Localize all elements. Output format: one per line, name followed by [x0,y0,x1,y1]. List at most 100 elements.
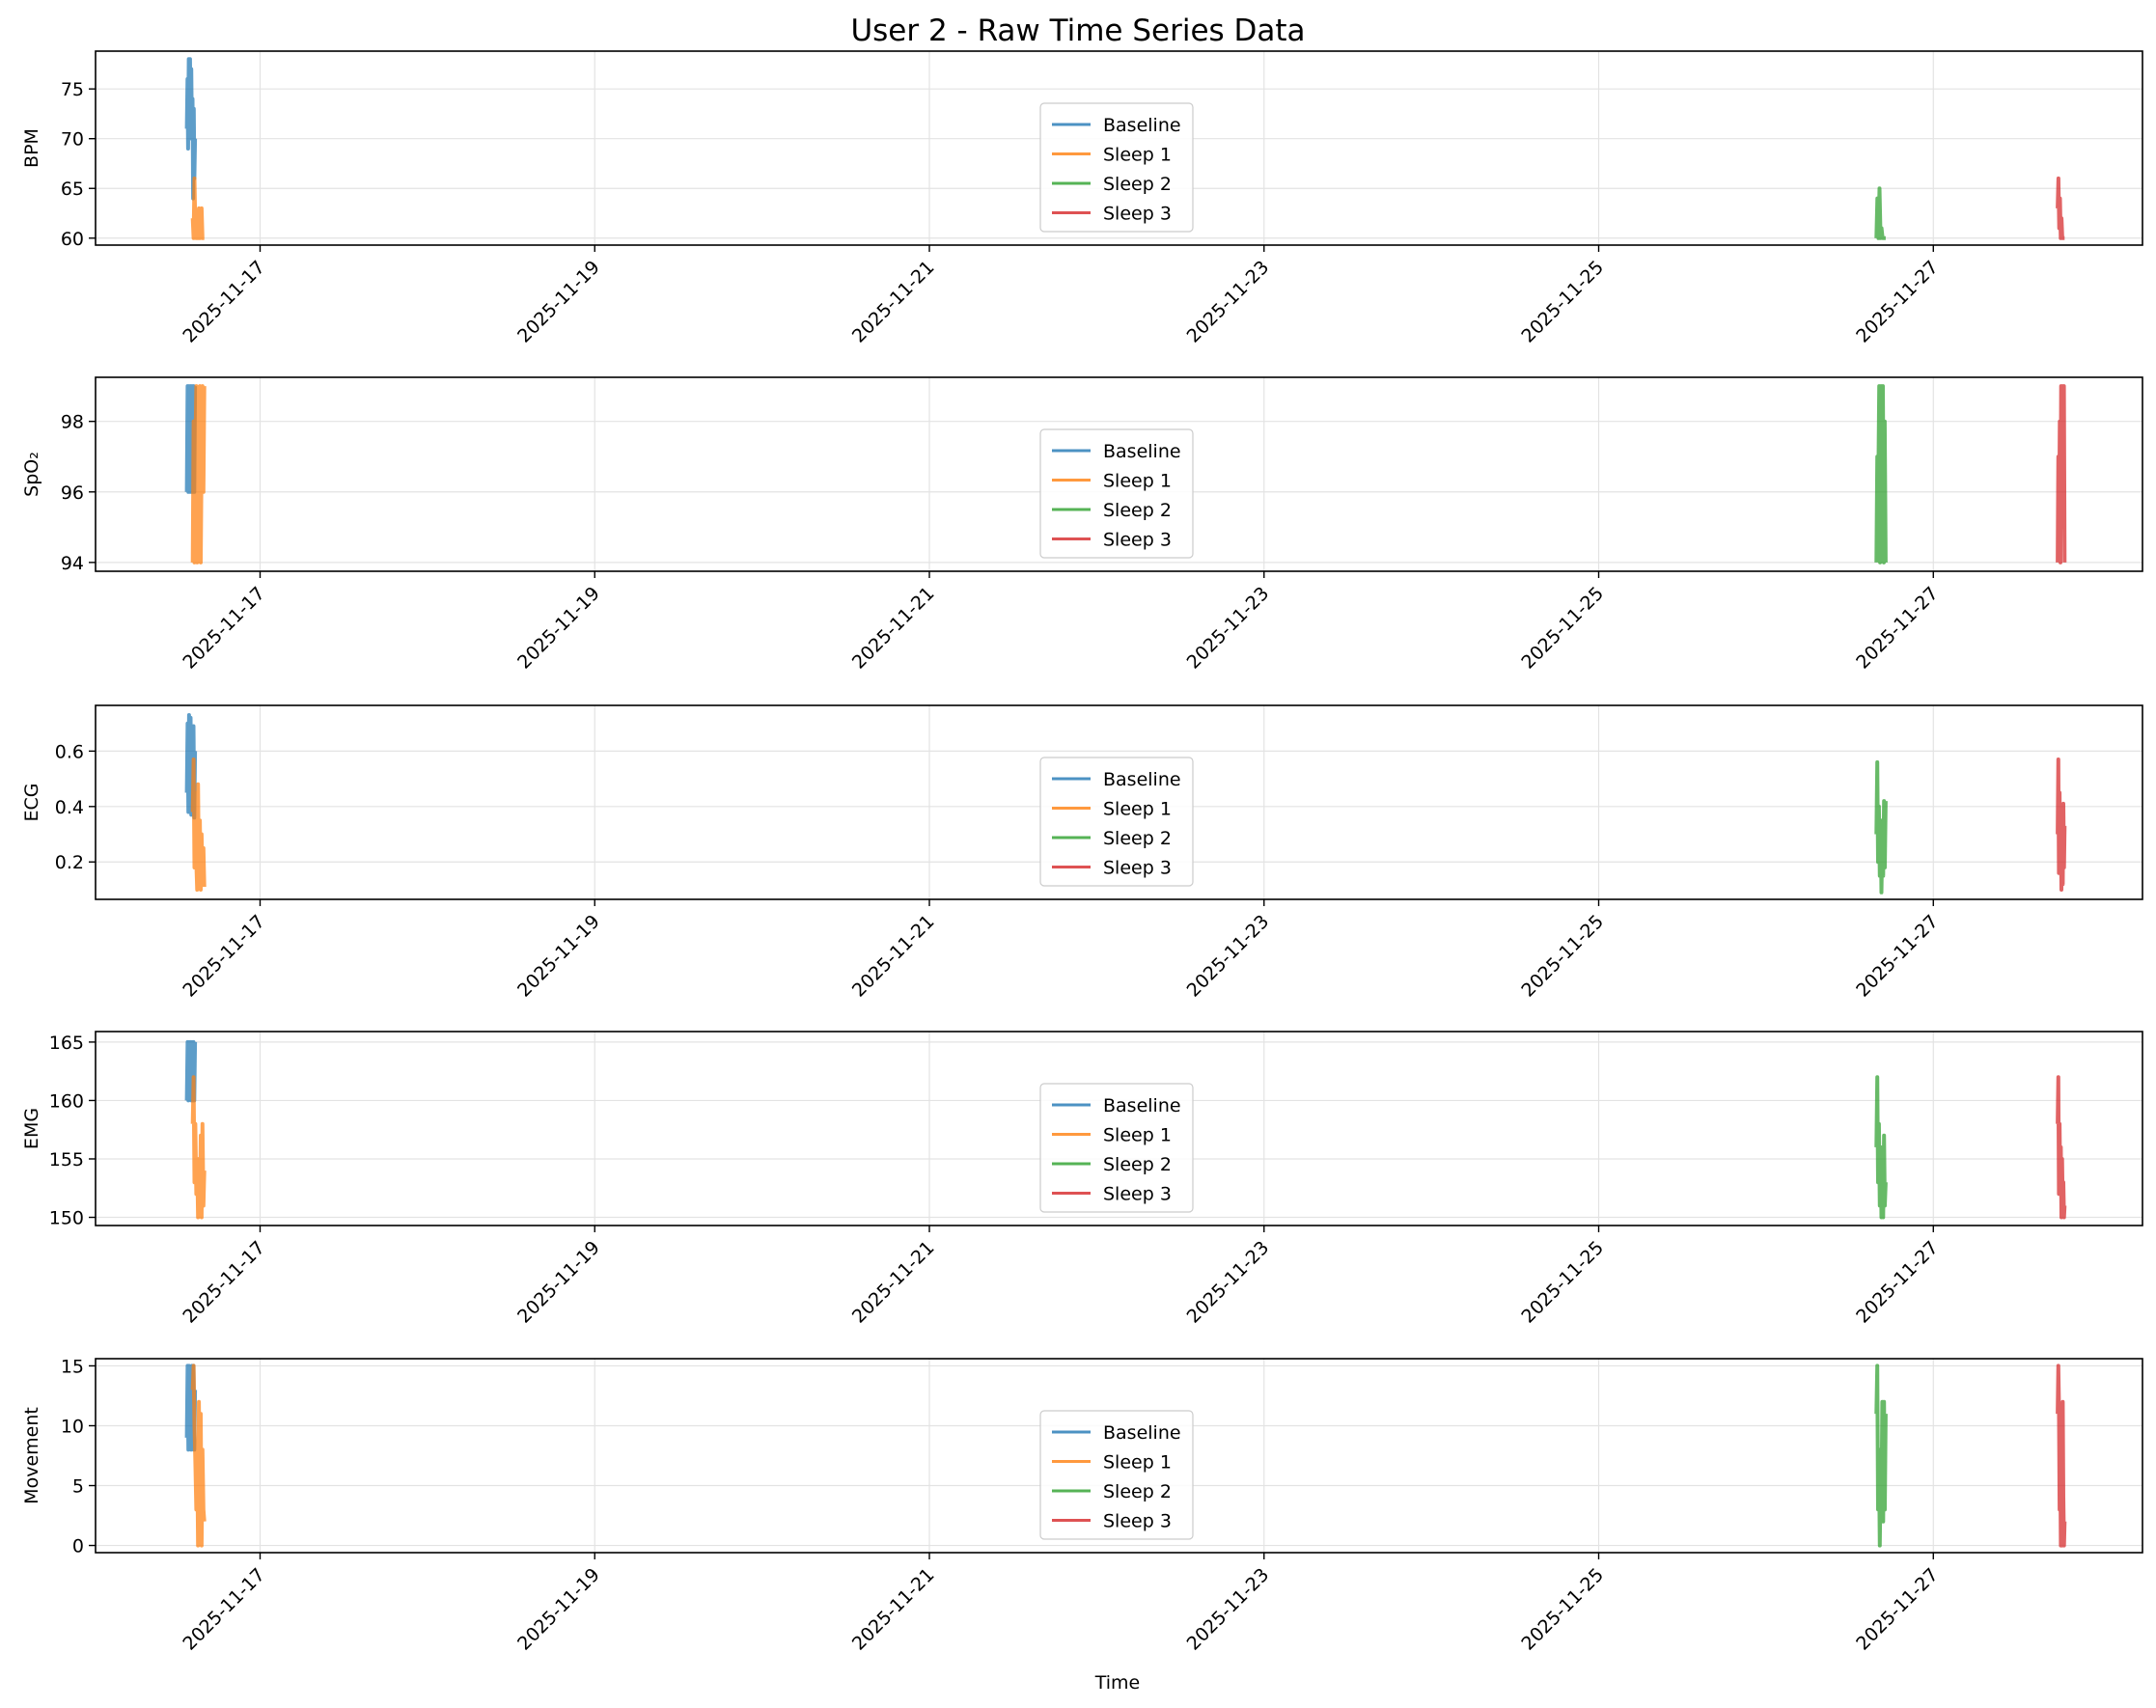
panel-movement: 0 5 10 15 2025-11-17 2025-11-19 2025-11-21 2025… [21,1356,2143,1655]
legend-label: Sleep 1 [1103,471,1172,492]
series-line-sleep-3 [2056,758,2067,892]
y-tick-label: 70 [61,129,84,151]
y-axis-label: ECG [21,784,42,822]
x-tick-label: 2025-11-21 [848,1564,939,1655]
series-line-sleep-3 [2056,384,2067,565]
x-tick-label: 2025-11-23 [1183,1564,1274,1655]
legend-label: Baseline [1103,115,1181,136]
x-tick-label: 2025-11-17 [179,1564,269,1655]
series-line-sleep-1 [190,176,206,240]
legend-label: Sleep 3 [1103,1511,1172,1532]
legend-box [1039,1410,1194,1540]
x-tick-label: 2025-11-23 [1183,1237,1274,1328]
y-axis-label: BPM [21,128,42,168]
axes-frame [95,376,2143,572]
series-line-sleep-1 [190,384,207,565]
series-line-sleep-3 [2056,1364,2067,1548]
x-tick-label: 2025-11-25 [1517,583,1608,674]
legend: Baseline Sleep 1 Sleep 2 Sleep 3 [1039,1083,1194,1213]
x-tick-label: 2025-11-25 [1517,911,1608,1002]
x-tick-label: 2025-11-27 [1852,257,1943,347]
legend-label: Sleep 3 [1103,858,1172,879]
series-line-sleep-3 [2056,176,2066,240]
series-line-sleep-1 [190,1364,207,1548]
legend: Baseline Sleep 1 Sleep 2 Sleep 3 [1039,1410,1194,1540]
y-tick-label: 15 [61,1356,84,1377]
y-tick-label: 75 [61,79,84,100]
panel-emg: 150 155 160 165 2025-11-17 2025-11-19 2025-11-… [21,1031,2143,1328]
x-tick-label: 2025-11-27 [1852,1564,1943,1655]
panel-bpm: 60 65 70 75 2025-11-17 2025-11-19 2025-11-21 20… [21,50,2143,347]
x-tick-label: 2025-11-23 [1183,911,1274,1002]
x-tick-label: 2025-11-21 [848,1237,939,1328]
series-line-sleep-2 [1874,1364,1888,1548]
legend: Baseline Sleep 1 Sleep 2 Sleep 3 [1039,102,1194,233]
panel-ecg: 0.2 0.4 0.6 2025-11-17 2025-11-19 2025-11-21 2… [21,704,2143,1002]
x-tick-label: 2025-11-19 [513,1237,604,1328]
series-line-sleep-1 [190,1075,207,1220]
x-tick-label: 2025-11-19 [513,1564,604,1655]
axes-frame [95,1031,2143,1226]
y-axis-label: Movement [21,1407,42,1504]
x-tick-label: 2025-11-21 [848,257,939,347]
x-tick-label: 2025-11-23 [1183,257,1274,347]
y-tick-label: 150 [49,1208,84,1229]
legend: Baseline Sleep 1 Sleep 2 Sleep 3 [1039,757,1194,887]
x-tick-label: 2025-11-21 [848,583,939,674]
x-tick-label: 2025-11-17 [179,911,269,1002]
y-tick-label: 155 [49,1149,84,1171]
legend-label: Sleep 3 [1103,530,1172,551]
x-tick-label: 2025-11-17 [179,583,269,674]
x-tick-label: 2025-11-25 [1517,1564,1608,1655]
axes-frame [95,704,2143,900]
legend-label: Baseline [1103,1422,1181,1444]
x-tick-label: 2025-11-25 [1517,257,1608,347]
series-line-baseline [184,713,198,820]
y-tick-label: 160 [49,1090,84,1112]
x-tick-label: 2025-11-23 [1183,583,1274,674]
x-tick-label: 2025-11-19 [513,257,604,347]
y-tick-label: 10 [61,1416,84,1437]
legend-label: Baseline [1103,1095,1181,1116]
x-tick-label: 2025-11-17 [179,1237,269,1328]
x-tick-label: 2025-11-27 [1852,583,1943,674]
series-line-sleep-3 [2056,1075,2067,1220]
series-line-baseline [184,384,198,494]
series-line-sleep-1 [190,758,207,892]
axes-frame [95,50,2143,246]
legend-label: Sleep 1 [1103,1125,1172,1146]
legend-label: Sleep 2 [1103,174,1172,195]
legend: Baseline Sleep 1 Sleep 2 Sleep 3 [1039,428,1194,559]
x-tick-label: 2025-11-27 [1852,911,1943,1002]
legend-box [1039,428,1194,559]
legend-label: Sleep 2 [1103,500,1172,521]
series-line-sleep-2 [1874,186,1887,240]
y-tick-label: 165 [49,1033,84,1054]
legend-box [1039,757,1194,887]
y-tick-label: 94 [61,553,84,574]
x-tick-label: 2025-11-21 [848,911,939,1002]
legend-label: Sleep 1 [1103,145,1172,166]
series-line-baseline [184,57,198,201]
series-line-sleep-2 [1874,759,1888,895]
panel-spo-: 94 96 98 2025-11-17 2025-11-19 2025-11-21 2025… [21,376,2143,674]
legend-label: Sleep 3 [1103,1184,1172,1205]
legend-box [1039,1083,1194,1213]
legend-label: Sleep 2 [1103,1154,1172,1175]
legend-label: Sleep 1 [1103,1452,1172,1474]
y-tick-label: 0.2 [55,852,84,873]
x-tick-label: 2025-11-25 [1517,1237,1608,1328]
legend-label: Sleep 2 [1103,828,1172,849]
y-tick-label: 0.6 [55,741,84,762]
x-tick-label: 2025-11-19 [513,583,604,674]
y-tick-label: 0 [72,1536,84,1557]
series-line-sleep-2 [1874,1075,1888,1220]
series-line-sleep-2 [1874,384,1888,565]
y-tick-label: 98 [61,412,84,433]
legend-label: Baseline [1103,441,1181,462]
y-tick-label: 60 [61,229,84,250]
axes-frame [95,1358,2143,1554]
y-axis-label: SpO₂ [21,452,42,497]
legend-box [1039,102,1194,233]
